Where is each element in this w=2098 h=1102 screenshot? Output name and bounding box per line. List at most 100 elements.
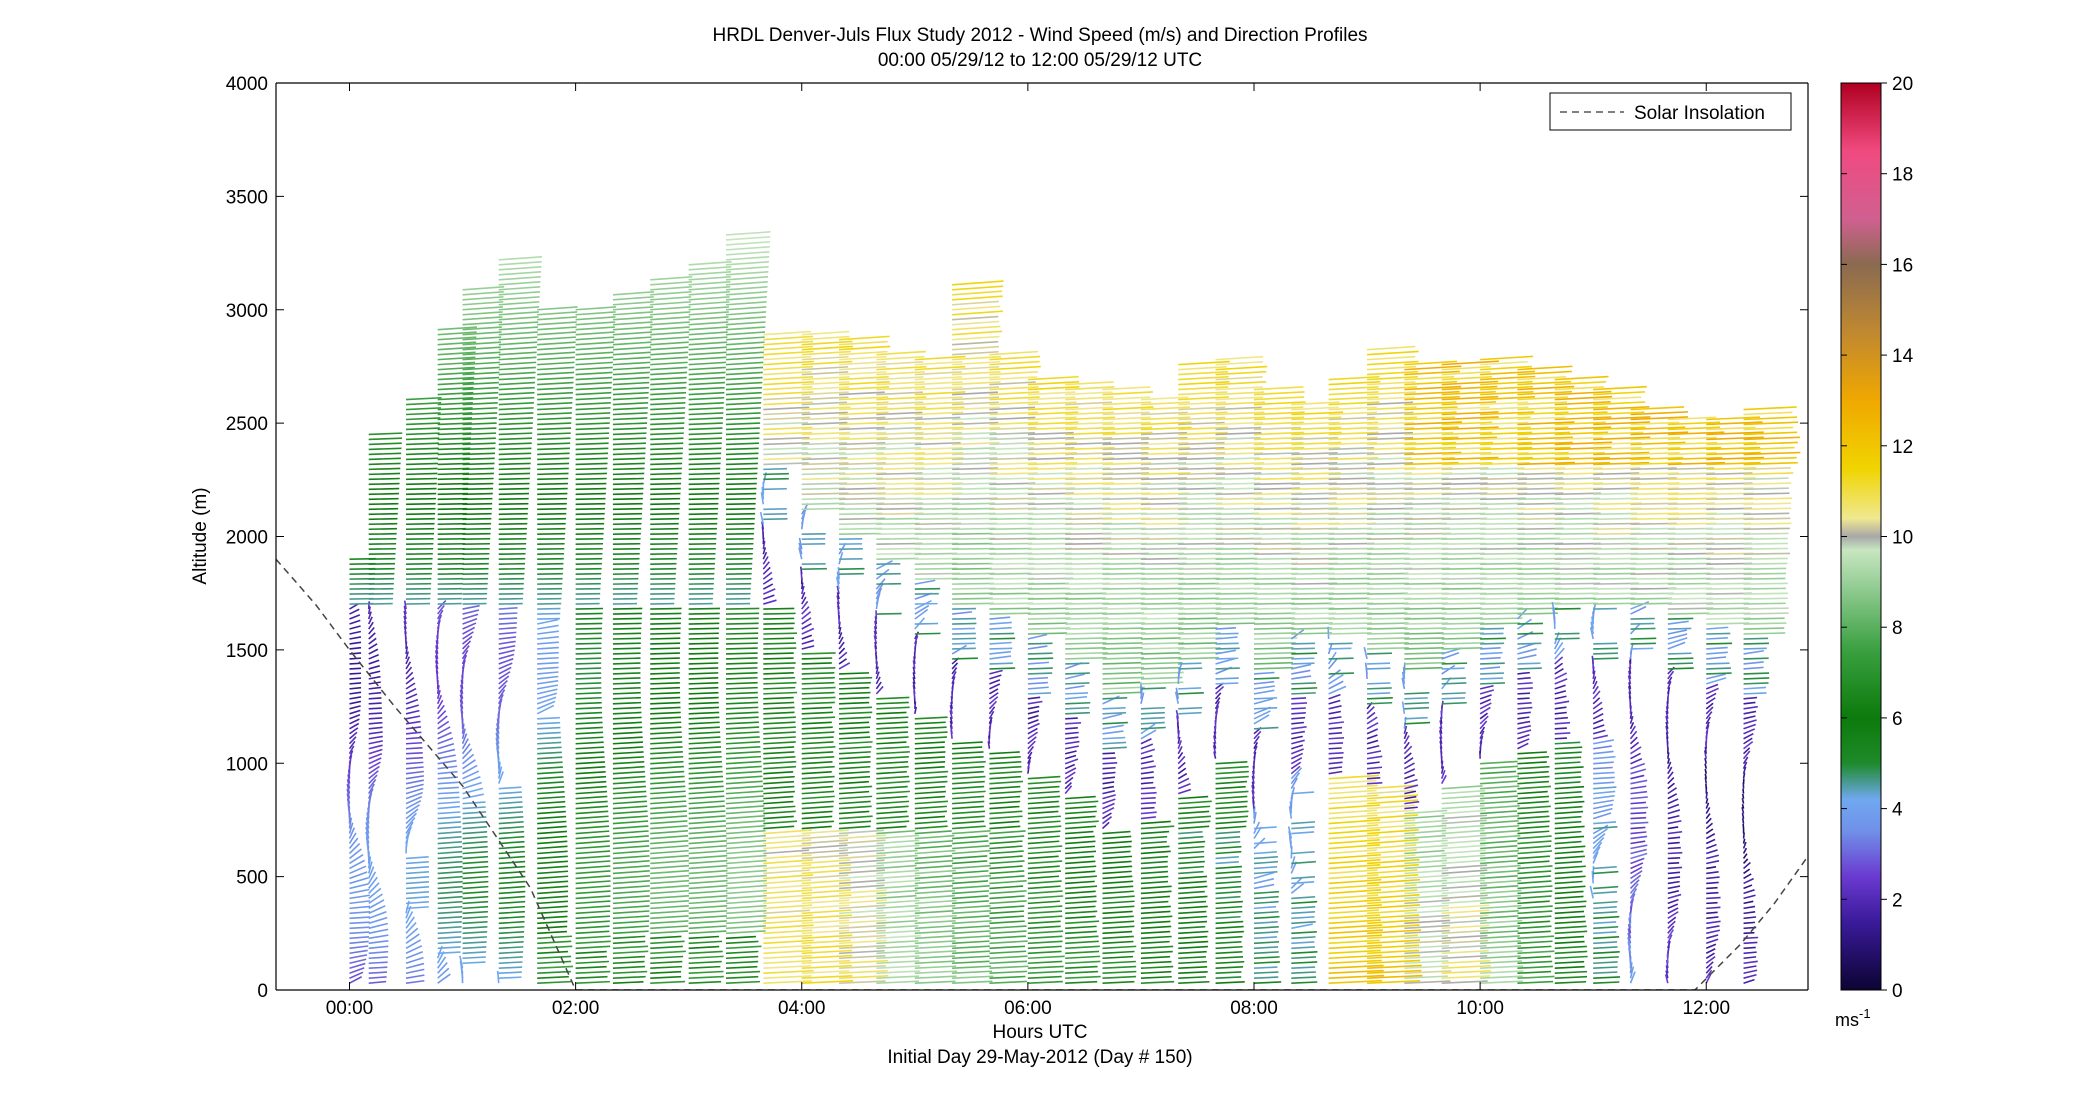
wind-barb: [498, 351, 537, 356]
wind-barb: [725, 960, 759, 965]
wind-barb: [839, 350, 888, 356]
wind-barb: [952, 295, 1003, 301]
wind-barb: [1667, 617, 1694, 620]
wind-barb: [801, 396, 849, 401]
wind-barb: [688, 889, 728, 895]
wind-barb: [989, 452, 1035, 456]
wind-barb: [1706, 456, 1764, 461]
wind-barb: [462, 956, 486, 960]
wind-barb: [1404, 929, 1450, 935]
wind-barb: [1554, 592, 1599, 595]
wind-barb: [1441, 914, 1489, 920]
wind-barb: [1404, 360, 1458, 366]
wind-barb: [875, 587, 883, 600]
wind-barb: [1706, 421, 1763, 426]
wind-barb: [1065, 860, 1096, 865]
wind-barb: [437, 331, 477, 336]
wind-barb: [1291, 941, 1315, 945]
wind-barb: [801, 894, 852, 900]
wind-barb: [1291, 647, 1315, 650]
wind-barb: [1367, 889, 1418, 895]
wind-barb: [763, 376, 814, 381]
wind-barb: [1065, 472, 1114, 476]
wind-barb: [1630, 774, 1645, 780]
wind-barb: [1480, 935, 1520, 940]
wind-barb: [763, 681, 797, 685]
wind-barb: [838, 335, 890, 341]
wind-barb: [1554, 467, 1603, 471]
wind-barb: [914, 376, 963, 381]
wind-barb: [1253, 557, 1298, 560]
wind-barb: [1554, 517, 1599, 521]
wind-barb: [1517, 477, 1564, 481]
wind-barb: [725, 457, 759, 461]
wind-barb: [575, 331, 615, 336]
wind-barb: [1328, 587, 1374, 590]
wind-barb: [1592, 724, 1605, 730]
wind-barb: [1517, 845, 1552, 850]
wind-barb: [1140, 870, 1169, 875]
wind-barb: [462, 306, 503, 311]
wind-barb: [1742, 766, 1747, 774]
wind-profile: [403, 396, 442, 984]
wind-barb: [952, 845, 990, 850]
wind-barb: [1480, 970, 1524, 975]
wind-barb: [1630, 502, 1678, 506]
wind-barb: [1102, 467, 1149, 471]
wind-barb: [1554, 761, 1581, 765]
wind-barb: [914, 557, 960, 560]
wind-barb: [1178, 582, 1220, 585]
wind-barb: [876, 940, 919, 945]
wind-barb: [365, 831, 370, 844]
wind-barb: [1215, 467, 1263, 471]
wind-barb: [1291, 477, 1341, 481]
wind-barb: [1630, 605, 1647, 615]
wind-barb: [1592, 836, 1605, 850]
wind-barb: [368, 482, 400, 486]
wind-barb: [1291, 542, 1335, 546]
wind-barb: [437, 875, 463, 880]
wind-barb: [650, 970, 682, 975]
wind-barb: [1328, 685, 1347, 695]
wind-barb: [1065, 830, 1094, 835]
wind-barb: [1628, 682, 1632, 690]
wind-barb: [368, 726, 383, 730]
wind-barb: [1479, 730, 1485, 740]
wind-barb: [1102, 950, 1135, 955]
wind-barb: [1480, 760, 1518, 765]
wind-barb: [1630, 831, 1647, 835]
wind-barb: [498, 920, 525, 925]
wind-barb: [575, 361, 614, 366]
wind-barb: [1404, 924, 1450, 930]
wind-barb: [914, 975, 957, 980]
wind-barb: [801, 834, 849, 840]
wind-barb: [650, 859, 689, 865]
wind-barb: [437, 731, 452, 740]
wind-barb: [349, 672, 362, 675]
wind-barb: [1665, 732, 1669, 739]
wind-barb: [1215, 452, 1263, 456]
wind-barb: [437, 512, 467, 516]
wind-barb: [688, 716, 720, 720]
wind-barb: [612, 885, 650, 890]
wind-barb: [1140, 401, 1190, 406]
wind-barb: [462, 821, 487, 825]
wind-barb: [1027, 411, 1079, 416]
wind-barb: [1290, 765, 1301, 775]
wind-barb: [1065, 845, 1096, 850]
wind-barb: [1328, 477, 1375, 481]
wind-barb: [1554, 557, 1601, 560]
wind-barb: [537, 721, 561, 725]
wind-barb: [1743, 661, 1764, 665]
wind-barb: [914, 462, 963, 466]
wind-barb: [1441, 456, 1499, 461]
wind-barb: [1027, 800, 1059, 805]
wind-barb: [1177, 767, 1187, 775]
wind-barb: [1215, 870, 1242, 875]
wind-barb: [1706, 860, 1720, 865]
wind-barb: [1290, 752, 1304, 760]
wind-barb: [1404, 411, 1457, 416]
wind-barb: [763, 396, 811, 401]
wind-barb: [1102, 547, 1146, 550]
wind-barb: [1064, 673, 1085, 680]
